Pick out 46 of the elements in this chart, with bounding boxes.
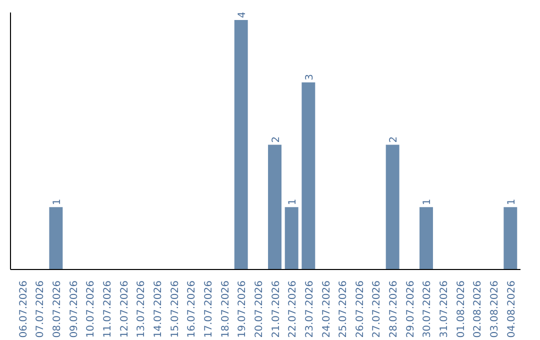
x-tick-label: 02.08.2026	[472, 280, 484, 338]
x-tick-label: 19.07.2026	[237, 280, 248, 338]
data-label: 2	[388, 136, 400, 143]
x-tick-label: 23.07.2026	[304, 280, 316, 338]
x-tick-label: 06.07.2026	[18, 280, 30, 338]
x-tick-label: 10.07.2026	[86, 280, 97, 338]
data-label: 1	[506, 198, 518, 206]
data-label: 3	[304, 74, 316, 80]
x-tick-label: 28.07.2026	[388, 280, 400, 338]
x-tick-label: 12.07.2026	[119, 280, 130, 338]
bar	[504, 207, 518, 270]
x-tick-label: 17.07.2026	[203, 280, 214, 338]
x-tick-label: 30.07.2026	[422, 280, 434, 338]
bar	[268, 144, 282, 270]
bar	[302, 82, 316, 270]
x-tick-label: 13.07.2026	[136, 280, 148, 338]
x-tick-label: 21.07.2026	[270, 280, 282, 338]
x-tick-label: 25.07.2026	[338, 280, 350, 338]
x-tick-label: 31.07.2026	[439, 280, 450, 338]
bar	[49, 207, 63, 270]
x-tick-label: 04.08.2026	[506, 280, 518, 338]
x-tick-label: 09.07.2026	[68, 280, 80, 338]
data-label: 4	[237, 12, 248, 18]
x-tick-label: 18.07.2026	[220, 280, 232, 338]
x-tick-label: 26.07.2026	[354, 280, 366, 338]
x-tick-label: 24.07.2026	[321, 280, 332, 338]
bar	[234, 20, 248, 270]
x-tick-label: 16.07.2026	[186, 280, 198, 338]
x-tick-label: 15.07.2026	[170, 280, 181, 338]
bar	[386, 144, 400, 270]
x-tick-label: 29.07.2026	[405, 280, 416, 338]
x-tick-label: 01.08.2026	[456, 280, 467, 338]
data-label: 1	[288, 198, 299, 206]
x-tick-label: 03.08.2026	[490, 280, 501, 338]
data-label: 1	[422, 198, 434, 206]
x-tick-label: 14.07.2026	[152, 280, 164, 338]
bar	[420, 207, 433, 270]
data-label: 1	[52, 198, 63, 206]
data-label: 2	[270, 136, 282, 143]
x-tick-label: 22.07.2026	[288, 280, 299, 338]
x-tick-label: 27.07.2026	[372, 280, 383, 338]
x-tick-label: 07.07.2026	[35, 280, 46, 338]
x-tick-label: 08.07.2026	[52, 280, 63, 338]
bar	[284, 207, 298, 270]
x-tick-label: 20.07.2026	[254, 280, 265, 338]
x-tick-label: 11.07.2026	[102, 280, 114, 338]
